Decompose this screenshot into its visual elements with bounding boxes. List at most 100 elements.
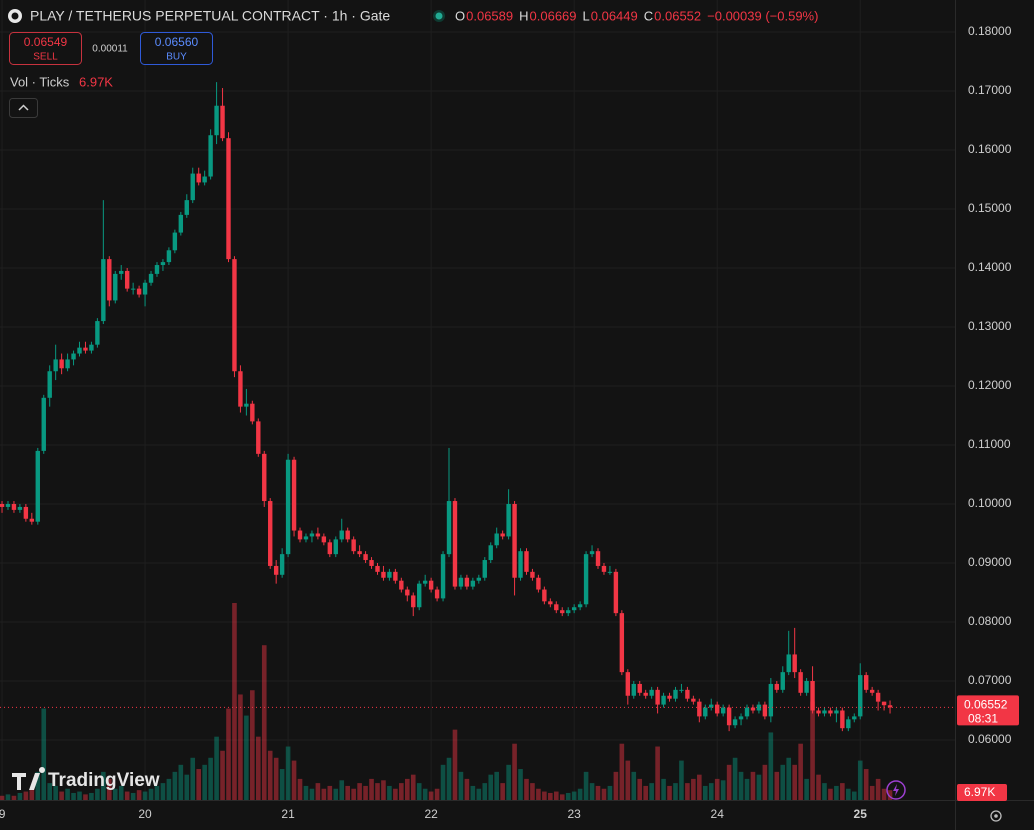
volume-bar [244, 715, 249, 800]
x-tick-label: 25 [854, 807, 868, 821]
volume-bar [190, 757, 196, 800]
candle-body [411, 595, 416, 608]
volume-bar [404, 778, 410, 800]
candle-body [351, 539, 356, 552]
candle-body [190, 173, 195, 201]
candle-body [65, 359, 70, 369]
spread: 0.00011 [92, 44, 128, 55]
volume-bar [303, 785, 309, 800]
grid [0, 0, 955, 800]
volume-bar [625, 760, 631, 800]
volume-bar [136, 790, 142, 800]
volume-bar [434, 788, 440, 800]
volume-bar [160, 783, 166, 800]
volume-bar [863, 769, 869, 800]
alert-icon[interactable] [886, 780, 906, 800]
volume-bar [536, 788, 541, 800]
volume-bar [834, 785, 839, 800]
symbol-icon [11, 12, 19, 20]
volume-bar [399, 783, 404, 800]
candle-body [500, 533, 505, 537]
candle-body [780, 672, 785, 690]
volume-bar [369, 778, 374, 800]
x-tick-label: 22 [424, 807, 438, 821]
y-tick-label: 0.07000 [968, 673, 1012, 687]
volume-bar [816, 774, 821, 800]
volume-bar [184, 774, 190, 800]
volume-bar [744, 778, 750, 800]
buy-price: 0.06560 [155, 35, 199, 49]
candle-body [232, 259, 237, 372]
candle-body [566, 610, 571, 614]
volume-bar [655, 746, 660, 800]
volume-bar [428, 791, 434, 800]
candle-body [381, 571, 386, 578]
candle-body [11, 503, 17, 510]
volume-bar [440, 764, 446, 800]
volume-bar [506, 764, 511, 800]
watermark: TradingView [12, 767, 160, 791]
buy-label: BUY [166, 52, 187, 63]
volume-bar [583, 771, 589, 800]
volume-bar [542, 791, 547, 800]
candle-body [363, 554, 368, 561]
candle-body [530, 571, 535, 578]
candle-body [59, 359, 64, 369]
volume-bar [321, 788, 327, 800]
volume-bar [41, 708, 47, 800]
candle-body [506, 503, 511, 537]
buy-button[interactable] [140, 32, 213, 65]
candle-body [136, 288, 142, 295]
candle-body [262, 453, 267, 502]
volume-bar [375, 783, 380, 800]
ohlc-key: C [644, 8, 653, 23]
collapse-button[interactable] [9, 98, 38, 118]
volume-bar [387, 785, 392, 800]
candle-body [178, 214, 184, 233]
volume-bar [649, 783, 654, 800]
volume-bar [720, 780, 726, 800]
volume-bar [476, 788, 482, 800]
candle-body [762, 704, 768, 717]
candle-body [542, 589, 547, 602]
volume-bar [565, 792, 571, 800]
candle-body [452, 501, 458, 587]
candle-body [428, 580, 434, 590]
candle-body [124, 270, 130, 289]
volume-bar [232, 603, 237, 800]
candle-body [792, 654, 797, 673]
last-price-label: 0.06552 [964, 698, 1008, 712]
candle-body [142, 282, 148, 295]
volume-bar [291, 760, 297, 800]
candle-body [113, 273, 118, 301]
candle-body [95, 321, 100, 345]
volume-bar [780, 764, 786, 800]
volume-bar [214, 736, 219, 800]
volume-bar [840, 783, 845, 800]
volume-bar [393, 788, 398, 800]
volume-bar [887, 790, 893, 800]
settings-icon[interactable] [990, 810, 1002, 822]
x-tick-label: 24 [711, 807, 725, 821]
volume-bar [23, 791, 29, 800]
candle-body [768, 683, 774, 717]
symbol-title[interactable]: PLAY / TETHERUS PERPETUAL CONTRACT · 1h … [30, 8, 390, 24]
volume-bar [810, 701, 815, 800]
candle-body [130, 288, 136, 290]
volume-bar [410, 774, 416, 800]
alert-icon [893, 784, 899, 796]
candle-body [226, 138, 231, 260]
volume-bar [857, 760, 863, 800]
y-tick-label: 0.11000 [968, 437, 1011, 451]
volume-bar [273, 757, 279, 800]
volume-tag-label: 6.97K [964, 785, 995, 799]
candle-body [321, 536, 327, 543]
y-tick-label: 0.06000 [968, 732, 1012, 746]
volume-bar [17, 792, 23, 800]
y-tick-label: 0.08000 [968, 614, 1012, 628]
volume-bar [601, 788, 607, 800]
sell-button[interactable] [9, 32, 82, 65]
candle-body [697, 701, 702, 717]
volume-bar [238, 694, 243, 800]
volume-bar [619, 743, 625, 800]
